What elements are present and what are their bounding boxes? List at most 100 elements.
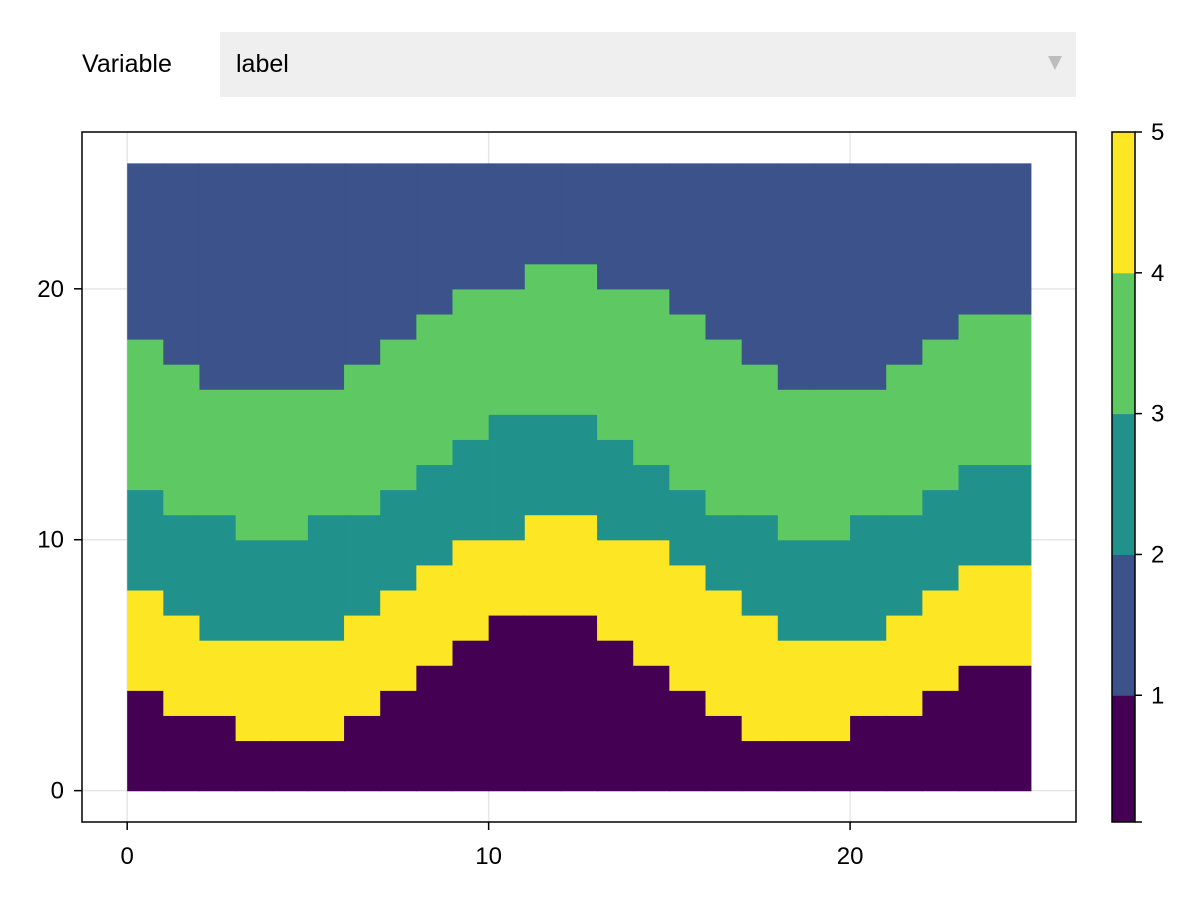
heatmap-cell	[886, 615, 923, 716]
heatmap-cell	[994, 665, 1032, 792]
heatmap-cell	[850, 640, 887, 716]
heatmap-cell	[633, 665, 670, 792]
variable-dropdown-value: label	[236, 50, 289, 78]
heatmap-cell	[488, 615, 526, 792]
heatmap-cell	[127, 690, 164, 792]
heatmap-cell	[199, 389, 237, 516]
heatmap-cell	[452, 640, 490, 792]
heatmap-cell	[235, 640, 273, 742]
heatmap-cell	[524, 163, 562, 265]
y-tick-label: 0	[51, 778, 64, 805]
heatmap-cell	[416, 464, 454, 566]
colorbar-tick-label: 5	[1151, 119, 1164, 146]
heatmap-cell	[524, 615, 562, 792]
colorbar-segment	[1112, 695, 1135, 823]
heatmap-cell	[271, 163, 309, 390]
heatmap-cell	[235, 740, 273, 792]
heatmap-cell	[850, 163, 887, 390]
heatmap-cell	[416, 163, 454, 315]
heatmap-cell	[524, 514, 562, 616]
heatmap-cell	[886, 715, 923, 792]
heatmap-cell	[886, 163, 923, 365]
heatmap-cell	[307, 514, 345, 641]
heatmap-cell	[741, 615, 779, 742]
heatmap-cell	[271, 640, 309, 742]
heatmap-cell	[850, 715, 887, 792]
heatmap-cell	[199, 715, 237, 792]
heatmap-cell	[199, 163, 237, 390]
heatmap-cell	[163, 364, 201, 516]
y-tick-label: 20	[37, 276, 64, 303]
heatmap-cell	[344, 163, 381, 365]
heatmap-cell	[235, 539, 273, 641]
heatmap-cell	[416, 313, 454, 466]
heatmap-cell	[560, 263, 598, 415]
heatmap-cell	[380, 489, 417, 591]
heatmap-cell	[127, 163, 164, 340]
heatmap-cell	[380, 163, 417, 340]
heatmap-cell	[958, 163, 996, 315]
heatmap-cell	[777, 539, 815, 641]
heatmap-cell	[380, 690, 417, 792]
heatmap-cell	[452, 439, 490, 541]
heatmap-cell	[633, 163, 670, 290]
heatmap-cell	[633, 464, 670, 541]
heatmap-cell	[452, 288, 490, 440]
heatmap-cell	[488, 414, 526, 541]
heatmap-cell	[380, 589, 417, 691]
heatmap-cell	[199, 514, 237, 641]
heatmap-cell	[994, 464, 1032, 566]
heatmap-cell	[813, 163, 851, 390]
heatmap-cell	[271, 389, 309, 541]
heatmap-cell	[669, 163, 707, 315]
heatmap-cell	[669, 313, 707, 491]
variable-label: Variable	[82, 50, 172, 78]
heatmap-cell	[994, 163, 1032, 315]
heatmap-cell	[705, 715, 743, 792]
heatmap-cell	[633, 288, 670, 466]
heatmap-cell	[705, 339, 743, 516]
heatmap-cell	[741, 163, 779, 365]
heatmap-cell	[271, 740, 309, 792]
x-tick-label: 0	[121, 843, 134, 870]
heatmap-cell	[560, 163, 598, 265]
heatmap-cell	[922, 339, 960, 491]
variable-dropdown[interactable]: label	[220, 32, 1076, 97]
heatmap-cell	[994, 564, 1032, 666]
heatmap-cell	[380, 339, 417, 491]
heatmap-cell	[850, 389, 887, 516]
heatmap-cell	[127, 589, 164, 691]
heatmap-cell	[597, 439, 634, 541]
heatmap-cell	[669, 690, 707, 792]
heatmap-cell	[850, 514, 887, 641]
heatmap-cell	[344, 364, 381, 516]
heatmap-cell	[669, 489, 707, 566]
heatmap-cell	[560, 615, 598, 792]
heatmap-cell	[452, 163, 490, 290]
heatmap-cell	[922, 489, 960, 591]
heatmap-cell	[235, 163, 273, 390]
chevron-down-icon	[1048, 56, 1062, 70]
heatmap-cell	[344, 514, 381, 616]
colorbar-tick-label: 1	[1151, 682, 1164, 709]
heatmap-cell	[922, 163, 960, 340]
heatmap-cell	[777, 389, 815, 541]
heatmap-cell	[813, 539, 851, 641]
heatmap-cell	[633, 539, 670, 666]
heatmap-cell	[307, 163, 345, 390]
heatmap-cell	[741, 514, 779, 616]
heatmap-cell	[307, 389, 345, 516]
heatmap-cell	[416, 665, 454, 792]
heatmap-cell	[994, 313, 1032, 466]
heatmap-cell	[777, 163, 815, 390]
heatmap-cell	[163, 514, 201, 616]
heatmap-cell	[958, 464, 996, 566]
heatmap-cell	[560, 414, 598, 516]
heatmap-cell	[488, 288, 526, 415]
heatmap-cell	[524, 263, 562, 415]
heatmap-cell	[597, 288, 634, 440]
colorbar-tick-label: 2	[1151, 541, 1164, 568]
heatmap-cell	[127, 339, 164, 491]
heatmap-cell	[813, 640, 851, 742]
heatmap-cell	[705, 163, 743, 340]
